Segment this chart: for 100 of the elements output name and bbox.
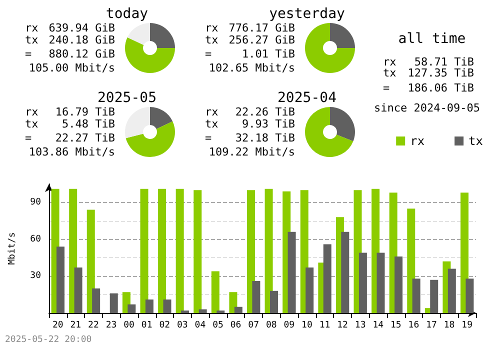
bar xyxy=(412,278,420,313)
y-axis-title: Mbit/s xyxy=(8,232,18,265)
bar xyxy=(158,188,166,313)
legend-label: tx xyxy=(468,134,484,148)
text: 186.06 TiB xyxy=(408,82,474,94)
text: 880.12 GiB xyxy=(48,48,116,60)
bar xyxy=(252,281,260,313)
text: 32.18 TiB xyxy=(235,132,296,144)
text: 22.26 TiB xyxy=(235,106,296,118)
x-tick-label: 02 xyxy=(159,320,170,330)
bar xyxy=(92,288,100,313)
bar xyxy=(74,268,82,313)
text: 105.00 Mbit/s xyxy=(28,62,115,74)
bar xyxy=(306,268,314,313)
x-tick-label: 04 xyxy=(194,320,206,330)
legend-label: rx xyxy=(410,134,425,148)
x-tick-label: 06 xyxy=(230,320,242,330)
text: 109.22 Mbit/s xyxy=(208,146,295,158)
bar xyxy=(341,232,350,313)
x-tick-label: 07 xyxy=(248,320,260,330)
y-tick-label: 90 xyxy=(30,197,41,208)
text: 103.86 Mbit/s xyxy=(28,146,115,158)
x-tick-label: 08 xyxy=(266,320,277,330)
bar xyxy=(430,280,438,313)
chart-title: 2025-05 xyxy=(97,90,157,106)
x-tick-label: 14 xyxy=(372,320,384,330)
x-tick-label: 22 xyxy=(88,320,99,330)
text: rx xyxy=(205,106,219,118)
text: 2025-05-22 20:00 xyxy=(5,335,92,345)
text: tx xyxy=(383,66,397,80)
x-tick-label: 01 xyxy=(141,320,152,330)
text: rx xyxy=(25,106,39,118)
bar xyxy=(86,210,95,313)
text: tx xyxy=(25,34,39,46)
chart-title: 2025-04 xyxy=(277,90,337,106)
bar xyxy=(376,252,385,313)
x-tick-label: 23 xyxy=(106,320,117,330)
bar xyxy=(163,299,172,313)
x-tick-label: 21 xyxy=(70,320,82,330)
text: 639.94 GiB xyxy=(48,22,116,34)
bar xyxy=(288,232,296,313)
bar xyxy=(140,188,148,313)
text: 58.71 TiB xyxy=(414,56,474,68)
bar xyxy=(448,268,456,313)
text: = xyxy=(205,132,212,144)
text: tx xyxy=(205,34,219,46)
bar xyxy=(211,271,220,313)
bar xyxy=(394,256,403,313)
bar xyxy=(128,304,136,313)
text: 5.48 TiB xyxy=(62,118,116,130)
x-tick-label: 00 xyxy=(124,320,134,330)
bar xyxy=(270,290,278,313)
bar xyxy=(145,299,154,313)
chart-title: today xyxy=(106,6,148,22)
x-tick-label: 17 xyxy=(426,320,437,330)
text: = xyxy=(25,132,32,144)
bar xyxy=(264,188,273,313)
text: tx xyxy=(205,118,219,130)
text: tx xyxy=(25,118,39,130)
text: 127.35 TiB xyxy=(408,66,474,80)
text: 776.17 GiB xyxy=(228,22,296,34)
text: rx xyxy=(383,56,397,68)
x-tick-label: 09 xyxy=(284,320,295,330)
bar xyxy=(323,244,332,313)
bar xyxy=(247,190,256,313)
bar xyxy=(110,293,118,313)
bar xyxy=(194,190,202,313)
bar xyxy=(198,309,207,313)
text: 102.65 Mbit/s xyxy=(208,62,295,74)
bar xyxy=(56,246,64,313)
text: = xyxy=(205,48,212,60)
text: = xyxy=(383,82,390,94)
x-tick-label: 20 xyxy=(52,320,64,330)
x-tick-label: 15 xyxy=(390,320,402,330)
text: 22.27 TiB xyxy=(55,132,116,144)
x-tick-label: 19 xyxy=(462,320,473,330)
text: all time xyxy=(398,31,466,47)
text: = xyxy=(25,48,32,60)
bar xyxy=(176,188,184,313)
y-tick-label: 60 xyxy=(30,234,41,244)
text: 1.01 TiB xyxy=(242,48,296,60)
text: rx xyxy=(25,22,39,34)
x-tick-label: 12 xyxy=(337,320,348,330)
chart-title: yesterday xyxy=(269,6,345,22)
x-tick-label: 03 xyxy=(177,320,188,330)
text: since 2024-09-05 xyxy=(374,102,480,114)
text: 9.93 TiB xyxy=(242,118,296,130)
text: 16.79 TiB xyxy=(55,106,116,118)
bar xyxy=(358,252,367,313)
x-tick-label: 16 xyxy=(408,320,420,330)
y-tick-label: 30 xyxy=(30,271,41,282)
text: 256.27 GiB xyxy=(228,34,296,46)
x-tick-label: 10 xyxy=(302,320,312,330)
bar xyxy=(234,306,242,313)
x-tick-label: 11 xyxy=(319,320,330,330)
bar xyxy=(229,292,238,313)
text: 240.18 GiB xyxy=(48,34,116,46)
x-tick-label: 05 xyxy=(212,320,224,330)
x-tick-label: 18 xyxy=(444,320,455,330)
text: rx xyxy=(205,22,219,34)
